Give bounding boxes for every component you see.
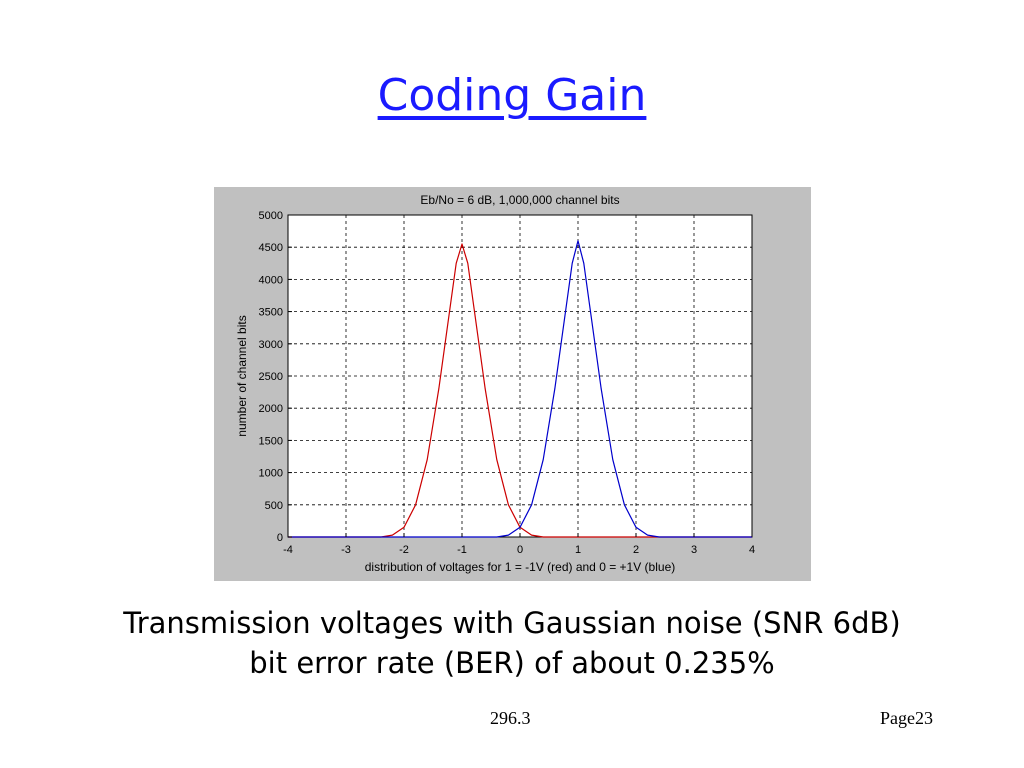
x-tick-label: 0 [517, 544, 523, 556]
x-tick-label: -2 [399, 544, 409, 556]
x-tick-label: 1 [575, 544, 581, 556]
chart-title: Eb/No = 6 dB, 1,000,000 channel bits [420, 193, 619, 207]
slide-title: Coding Gain [377, 70, 647, 121]
y-tick-label: 500 [265, 500, 283, 512]
y-tick-label: 0 [277, 532, 283, 544]
y-axis-label: number of channel bits [235, 315, 249, 436]
chart-figure: Eb/No = 6 dB, 1,000,000 channel bits dis… [214, 187, 811, 581]
y-tick-label: 1500 [259, 435, 283, 447]
x-tick-label: -3 [341, 544, 351, 556]
y-tick-label: 5000 [259, 210, 283, 222]
y-tick-label: 3500 [259, 307, 283, 319]
chart-svg: Eb/No = 6 dB, 1,000,000 channel bits dis… [235, 193, 755, 574]
y-tick-label: 2500 [259, 371, 283, 383]
series-layer [288, 240, 752, 538]
x-tick-label: -4 [283, 544, 293, 556]
y-tick-label: 4500 [259, 242, 283, 254]
y-tick-label: 4000 [259, 274, 283, 286]
footer-course-number: 296.3 [490, 708, 531, 728]
caption-line-1: Transmission voltages with Gaussian nois… [123, 606, 901, 640]
x-tick-label: -1 [457, 544, 467, 556]
caption-line-2: bit error rate (BER) of about 0.235% [249, 646, 775, 680]
x-tick-label: 3 [691, 544, 697, 556]
x-axis-label: distribution of voltages for 1 = -1V (re… [365, 560, 676, 574]
tick-marks [287, 214, 753, 538]
x-tick-label: 2 [633, 544, 639, 556]
y-tick-label: 1000 [259, 468, 283, 480]
series-line-2 [288, 240, 752, 538]
y-tick-label: 2000 [259, 403, 283, 415]
footer-page-number: Page23 [880, 708, 933, 728]
x-tick-label: 4 [749, 544, 755, 556]
grid-lines [288, 215, 752, 537]
y-tick-label: 3000 [259, 339, 283, 351]
